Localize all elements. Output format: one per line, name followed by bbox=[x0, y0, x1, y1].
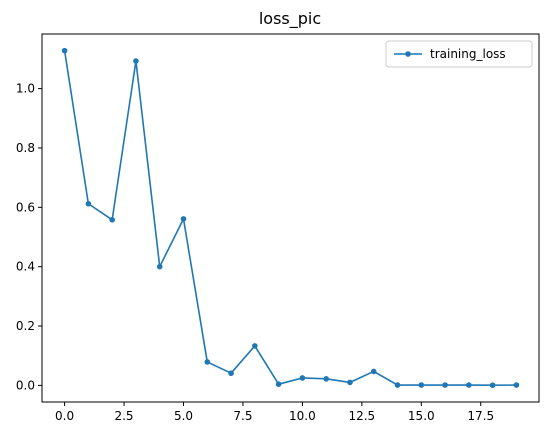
x-tick-label: 15.0 bbox=[408, 409, 435, 423]
y-tick-label: 0.2 bbox=[16, 319, 35, 333]
plot-area: 0.0 2.5 5.0 7.5 10.0 12.5 15.0 17.5 0.00.20.40.… bbox=[16, 33, 540, 423]
y-tick-label: 0.6 bbox=[16, 200, 35, 214]
series-line-training_loss bbox=[63, 49, 518, 387]
y-tick-label: 1.0 bbox=[16, 82, 35, 96]
data-point bbox=[228, 370, 234, 377]
x-tick-label: 0.0 bbox=[55, 409, 74, 423]
data-point bbox=[133, 58, 139, 64]
series-layer bbox=[61, 47, 520, 389]
data-point bbox=[466, 382, 472, 388]
data-point bbox=[85, 200, 92, 207]
x-tick-label: 10.0 bbox=[289, 409, 316, 423]
data-point bbox=[513, 382, 520, 388]
x-tick-label: 17.5 bbox=[467, 409, 494, 423]
data-point bbox=[418, 382, 425, 388]
data-point bbox=[156, 263, 163, 270]
data-point bbox=[299, 375, 306, 381]
y-tick-label: 0.8 bbox=[16, 141, 35, 155]
x-tick-label: 7.5 bbox=[233, 409, 252, 423]
data-point bbox=[442, 382, 448, 388]
x-tick-label: 5.0 bbox=[174, 409, 193, 423]
data-point bbox=[180, 216, 187, 222]
data-point bbox=[204, 359, 211, 365]
legend-marker bbox=[405, 51, 411, 57]
legend: training_loss bbox=[385, 40, 533, 68]
y-tick-label: 0.0 bbox=[16, 378, 35, 392]
chart-title: loss_pic bbox=[259, 9, 321, 29]
data-point bbox=[394, 382, 401, 388]
legend-box bbox=[385, 40, 533, 68]
data-point bbox=[61, 47, 68, 54]
data-point bbox=[275, 381, 282, 387]
data-point bbox=[347, 379, 353, 386]
x-tick-label: 12.5 bbox=[348, 409, 375, 423]
data-point bbox=[323, 376, 329, 382]
data-point bbox=[370, 368, 377, 375]
x-tick-label: 2.5 bbox=[114, 409, 133, 423]
x-axis: 0.0 2.5 5.0 7.5 10.0 12.5 15.0 17.5 bbox=[55, 402, 494, 423]
y-tick-label: 0.4 bbox=[16, 260, 35, 274]
axes-frame bbox=[41, 33, 540, 403]
legend-label: training_loss bbox=[430, 47, 506, 61]
y-axis: 0.0 0.2 0.4 0.6 0.8 1.0 bbox=[16, 82, 42, 392]
data-point bbox=[489, 382, 496, 389]
data-point bbox=[109, 216, 115, 223]
data-point bbox=[252, 343, 258, 349]
